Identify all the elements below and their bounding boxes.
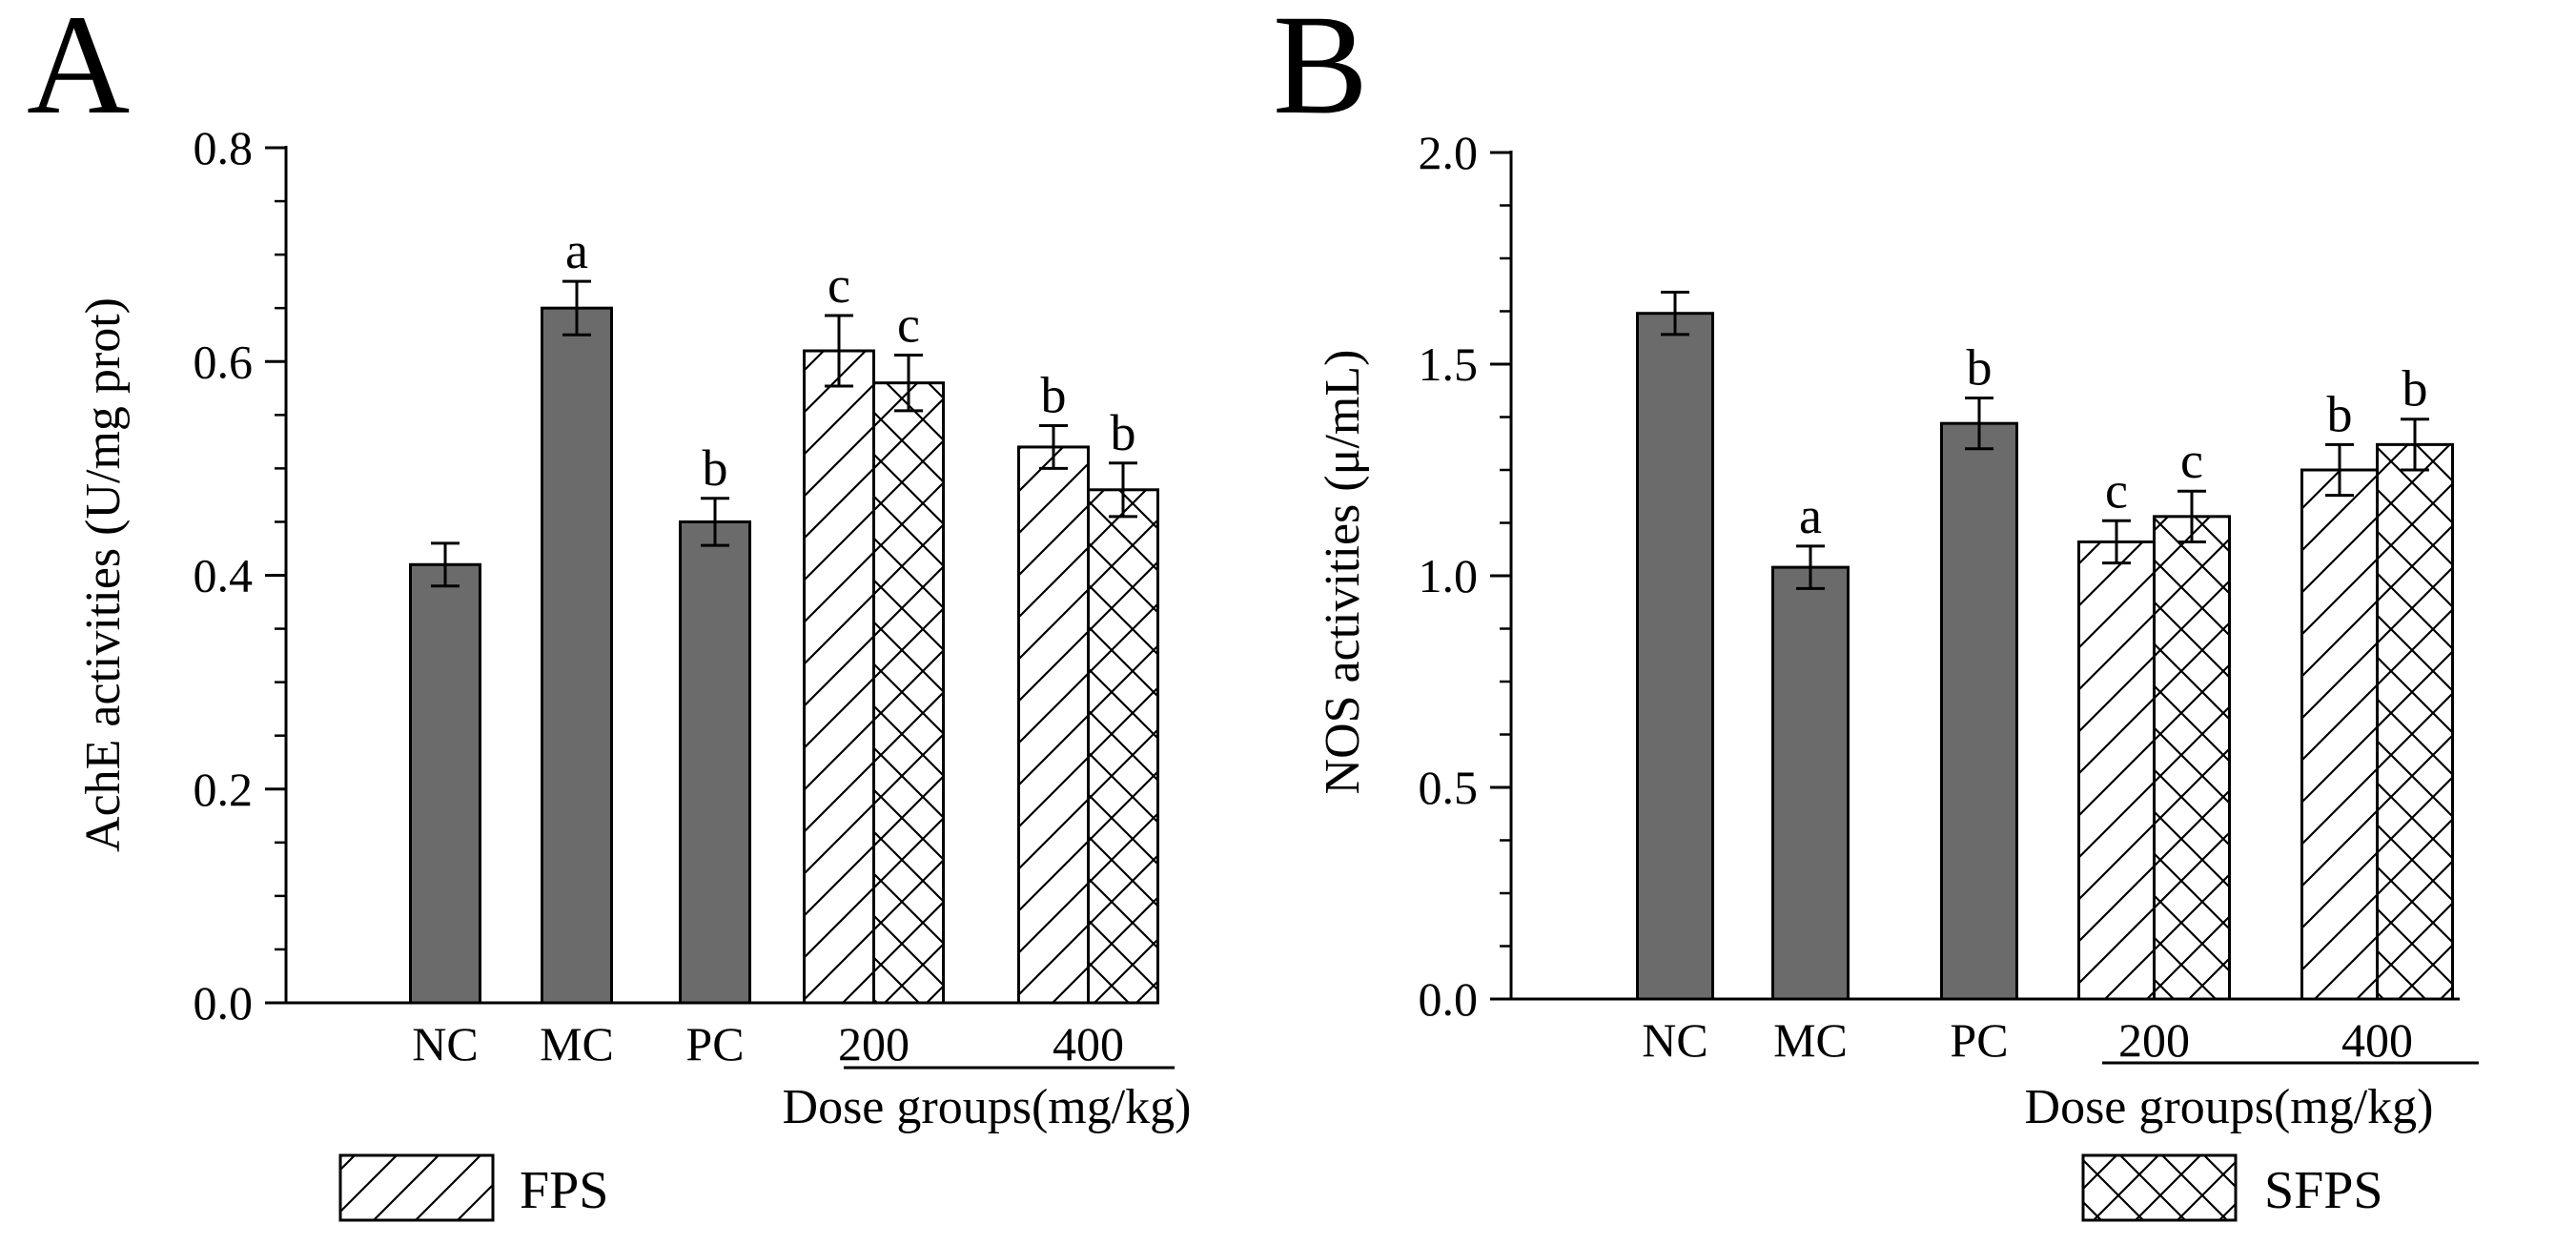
y-tick-label: 0.4 [194,549,254,602]
legend-fps-label: FPS [520,1161,608,1220]
bar-NC-control [1636,312,1714,1001]
x-category-label: MC [540,1017,614,1071]
bar-200-sfps [2153,515,2231,1001]
x-dose-label: 400 [2341,1013,2413,1067]
bar-200-fps [803,349,875,1005]
significance-label: b [1967,339,1993,397]
y-axis-title: NOS activities (μ/mL) [1316,350,1370,795]
chart-panel-a: 0.0 0.2 0.4 0.6 0.8 AchE activities (U/mg pro… [76,121,1191,1134]
significance-label: c [2105,461,2128,519]
legend-fps-swatch [338,1153,495,1222]
y-tick-label: 0.6 [194,335,254,388]
legend-fps: FPS [338,1153,608,1222]
y-tick-label: 1.5 [1419,337,1479,391]
significance-label: c [828,256,850,314]
significance-label: b [703,439,728,497]
y-axis-title: AchE activities (U/mg prot) [76,297,131,852]
x-category-label: NC [412,1017,478,1071]
significance-label: b [2402,360,2428,418]
y-tick-label: 0.0 [1419,972,1479,1026]
bar-400-sfps [1087,488,1159,1005]
x-dose-label: 200 [2118,1013,2190,1067]
bar-400-sfps [2376,442,2454,1001]
significance-label: c [2180,432,2203,489]
significance-label: a [565,222,588,279]
x-category-label: PC [685,1017,744,1071]
panel-a-letter: A [27,0,130,144]
x-axis-title: Dose groups(mg/kg) [783,1080,1192,1134]
significance-label: a [1799,487,1822,544]
bar-400-fps [2300,468,2379,1001]
significance-label: b [1041,367,1067,424]
x-category-label: PC [1950,1013,2008,1067]
significance-label: b [1111,404,1136,461]
y-tick-label: 0.0 [194,976,254,1030]
significance-label: c [897,296,920,354]
x-dose-label: 400 [1053,1017,1124,1071]
bar-200-sfps [872,381,945,1005]
bar-200-fps [2077,540,2156,1001]
y-tick-label: 0.8 [194,121,254,174]
bar-MC-control [1771,565,1850,1001]
bar-400-fps [1017,445,1090,1005]
legend-sfps-swatch [2081,1153,2238,1222]
bar-PC-control [1940,421,2018,1001]
x-axis-title: Dose groups(mg/kg) [2025,1080,2434,1134]
y-tick-label: 1.0 [1419,549,1479,602]
x-category-label: NC [1642,1013,1707,1067]
bar-PC-control [679,520,751,1005]
panel-letter-a: A [27,0,130,144]
x-category-label: MC [1773,1013,1848,1067]
bar-MC-control [541,306,613,1005]
legend-sfps-label: SFPS [2264,1161,2383,1220]
panel-b-letter: B [1273,0,1368,144]
chart-panel-b: 0.0 0.5 1.0 1.5 2.0 NOS activities (μ/mL) a b cc… [1316,126,2479,1134]
x-dose-label: 200 [838,1017,910,1071]
y-tick-label: 2.0 [1419,126,1479,179]
bar-NC-control [409,562,481,1005]
significance-label: b [2327,385,2353,442]
y-tick-label: 0.2 [194,763,254,816]
legend-sfps: SFPS [2081,1153,2383,1222]
y-tick-label: 0.5 [1419,761,1479,814]
panel-letter-b: B [1273,0,1368,144]
